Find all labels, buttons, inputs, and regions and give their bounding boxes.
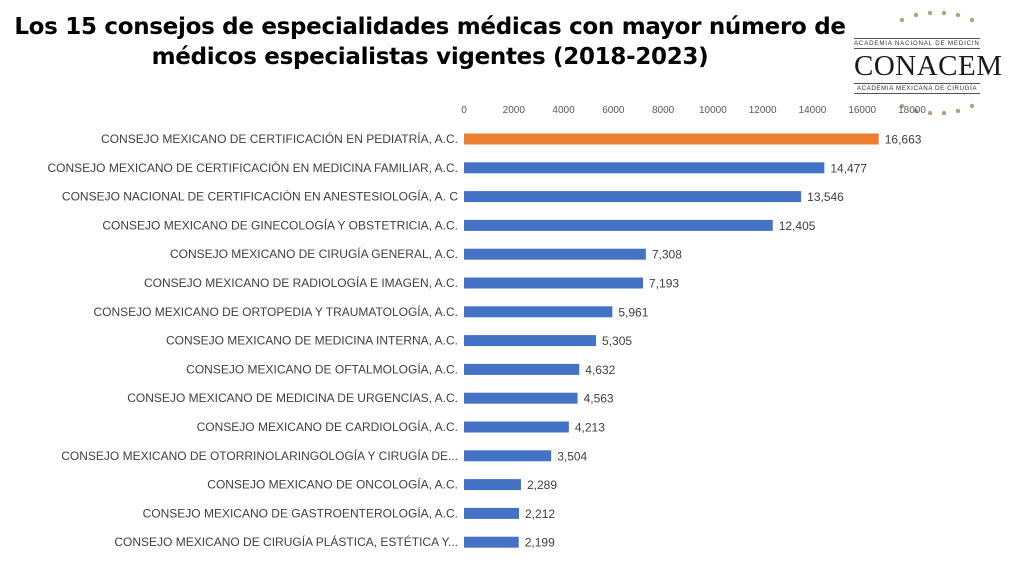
value-label: 7,193: [649, 277, 679, 291]
value-label: 4,213: [575, 421, 605, 435]
x-tick-label: 16000: [848, 105, 876, 116]
bar-highlighted: [464, 133, 879, 145]
conacem-logo: ACADEMIA NACIONAL DE MEDICINA CONACEM AC…: [850, 6, 1020, 116]
x-tick-label: 8000: [652, 105, 675, 116]
bar: [464, 363, 580, 375]
x-tick-label: 4000: [552, 105, 575, 116]
bar: [464, 335, 597, 347]
category-label: CONSEJO MEXICANO DE ONCOLOGÍA, A.C.: [207, 477, 458, 492]
x-tick-label: 10000: [699, 105, 727, 116]
x-tick-label: 14000: [799, 105, 827, 116]
bar: [464, 392, 578, 404]
category-label: CONSEJO MEXICANO DE CERTIFICACIÓN EN PED…: [101, 131, 458, 146]
value-label: 14,477: [830, 161, 867, 175]
bars: [464, 133, 879, 548]
value-label: 2,199: [525, 536, 555, 550]
chart-title-line-2: médicos especialistas vigentes (2018-202…: [151, 44, 709, 70]
value-label: 5,305: [602, 334, 632, 348]
logo-dots-ornament: [899, 10, 975, 116]
category-label: CONSEJO MEXICANO DE GINECOLOGÍA Y OBSTET…: [102, 217, 458, 232]
bar: [464, 277, 644, 289]
x-tick-label: 6000: [602, 105, 625, 116]
category-labels: CONSEJO MEXICANO DE CERTIFICACIÓN EN PED…: [47, 131, 458, 549]
category-label: CONSEJO MEXICANO DE OFTALMOLOGÍA, A.C.: [186, 361, 458, 376]
category-label: CONSEJO MEXICANO DE ORTOPEDIA Y TRAUMATO…: [93, 304, 458, 319]
value-label: 5,961: [618, 305, 648, 319]
chart-title: Los 15 consejos de especialidades médica…: [0, 12, 860, 72]
bar: [464, 536, 519, 548]
value-label: 4,632: [585, 363, 615, 377]
category-label: CONSEJO MEXICANO DE CIRUGÍA PLÁSTICA, ES…: [114, 534, 458, 549]
bar: [464, 248, 646, 260]
bar: [464, 479, 521, 491]
category-label: CONSEJO NACIONAL DE CERTIFICACIÓN EN ANE…: [62, 189, 458, 204]
bar: [464, 162, 825, 174]
category-label: CONSEJO MEXICANO DE GASTROENTEROLOGÍA, A…: [143, 505, 458, 520]
category-label: CONSEJO MEXICANO DE MEDICINA DE URGENCIA…: [127, 391, 458, 405]
category-label: CONSEJO MEXICANO DE MEDICINA INTERNA, A.…: [166, 334, 458, 348]
category-label: CONSEJO MEXICANO DE CERTIFICACIÓN EN MED…: [47, 160, 458, 175]
value-label: 13,546: [807, 190, 844, 204]
value-label: 2,289: [527, 478, 557, 492]
value-label: 12,405: [779, 219, 816, 233]
value-label: 4,563: [584, 392, 614, 406]
x-axis: 0 2000 4000 6000 8000 10000 12000 14000 16000 180…: [461, 105, 926, 116]
value-label: 16,663: [885, 133, 922, 147]
value-label: 7,308: [652, 248, 682, 262]
bar: [464, 450, 552, 462]
logo-bottom-text: ACADEMIA MEXICANA DE CIRUGÍA: [854, 83, 980, 94]
x-tick-label: 18000: [898, 105, 926, 116]
x-tick-label: 2000: [503, 105, 526, 116]
chart-title-line-1: Los 15 consejos de especialidades médica…: [14, 14, 846, 40]
value-label: 3,504: [557, 449, 587, 463]
value-label: 2,212: [525, 507, 555, 521]
bar: [464, 219, 773, 231]
x-tick-label: 12000: [749, 105, 777, 116]
category-label: CONSEJO MEXICANO DE CARDIOLOGÍA, A.C.: [197, 419, 458, 434]
bar: [464, 306, 613, 318]
category-label: CONSEJO MEXICANO DE CIRUGÍA GENERAL, A.C…: [170, 246, 458, 261]
x-tick-label: 0: [461, 105, 467, 116]
bar: [464, 507, 520, 519]
bar: [464, 421, 569, 433]
bar: [464, 191, 802, 203]
category-label: CONSEJO MEXICANO DE OTORRINOLARINGOLOGÍA…: [61, 448, 458, 463]
logo-brand: CONACEM: [854, 50, 1003, 82]
logo-top-text: ACADEMIA NACIONAL DE MEDICINA: [854, 38, 980, 49]
category-label: CONSEJO MEXICANO DE RADIOLOGÍA E IMAGEN,…: [144, 275, 458, 290]
